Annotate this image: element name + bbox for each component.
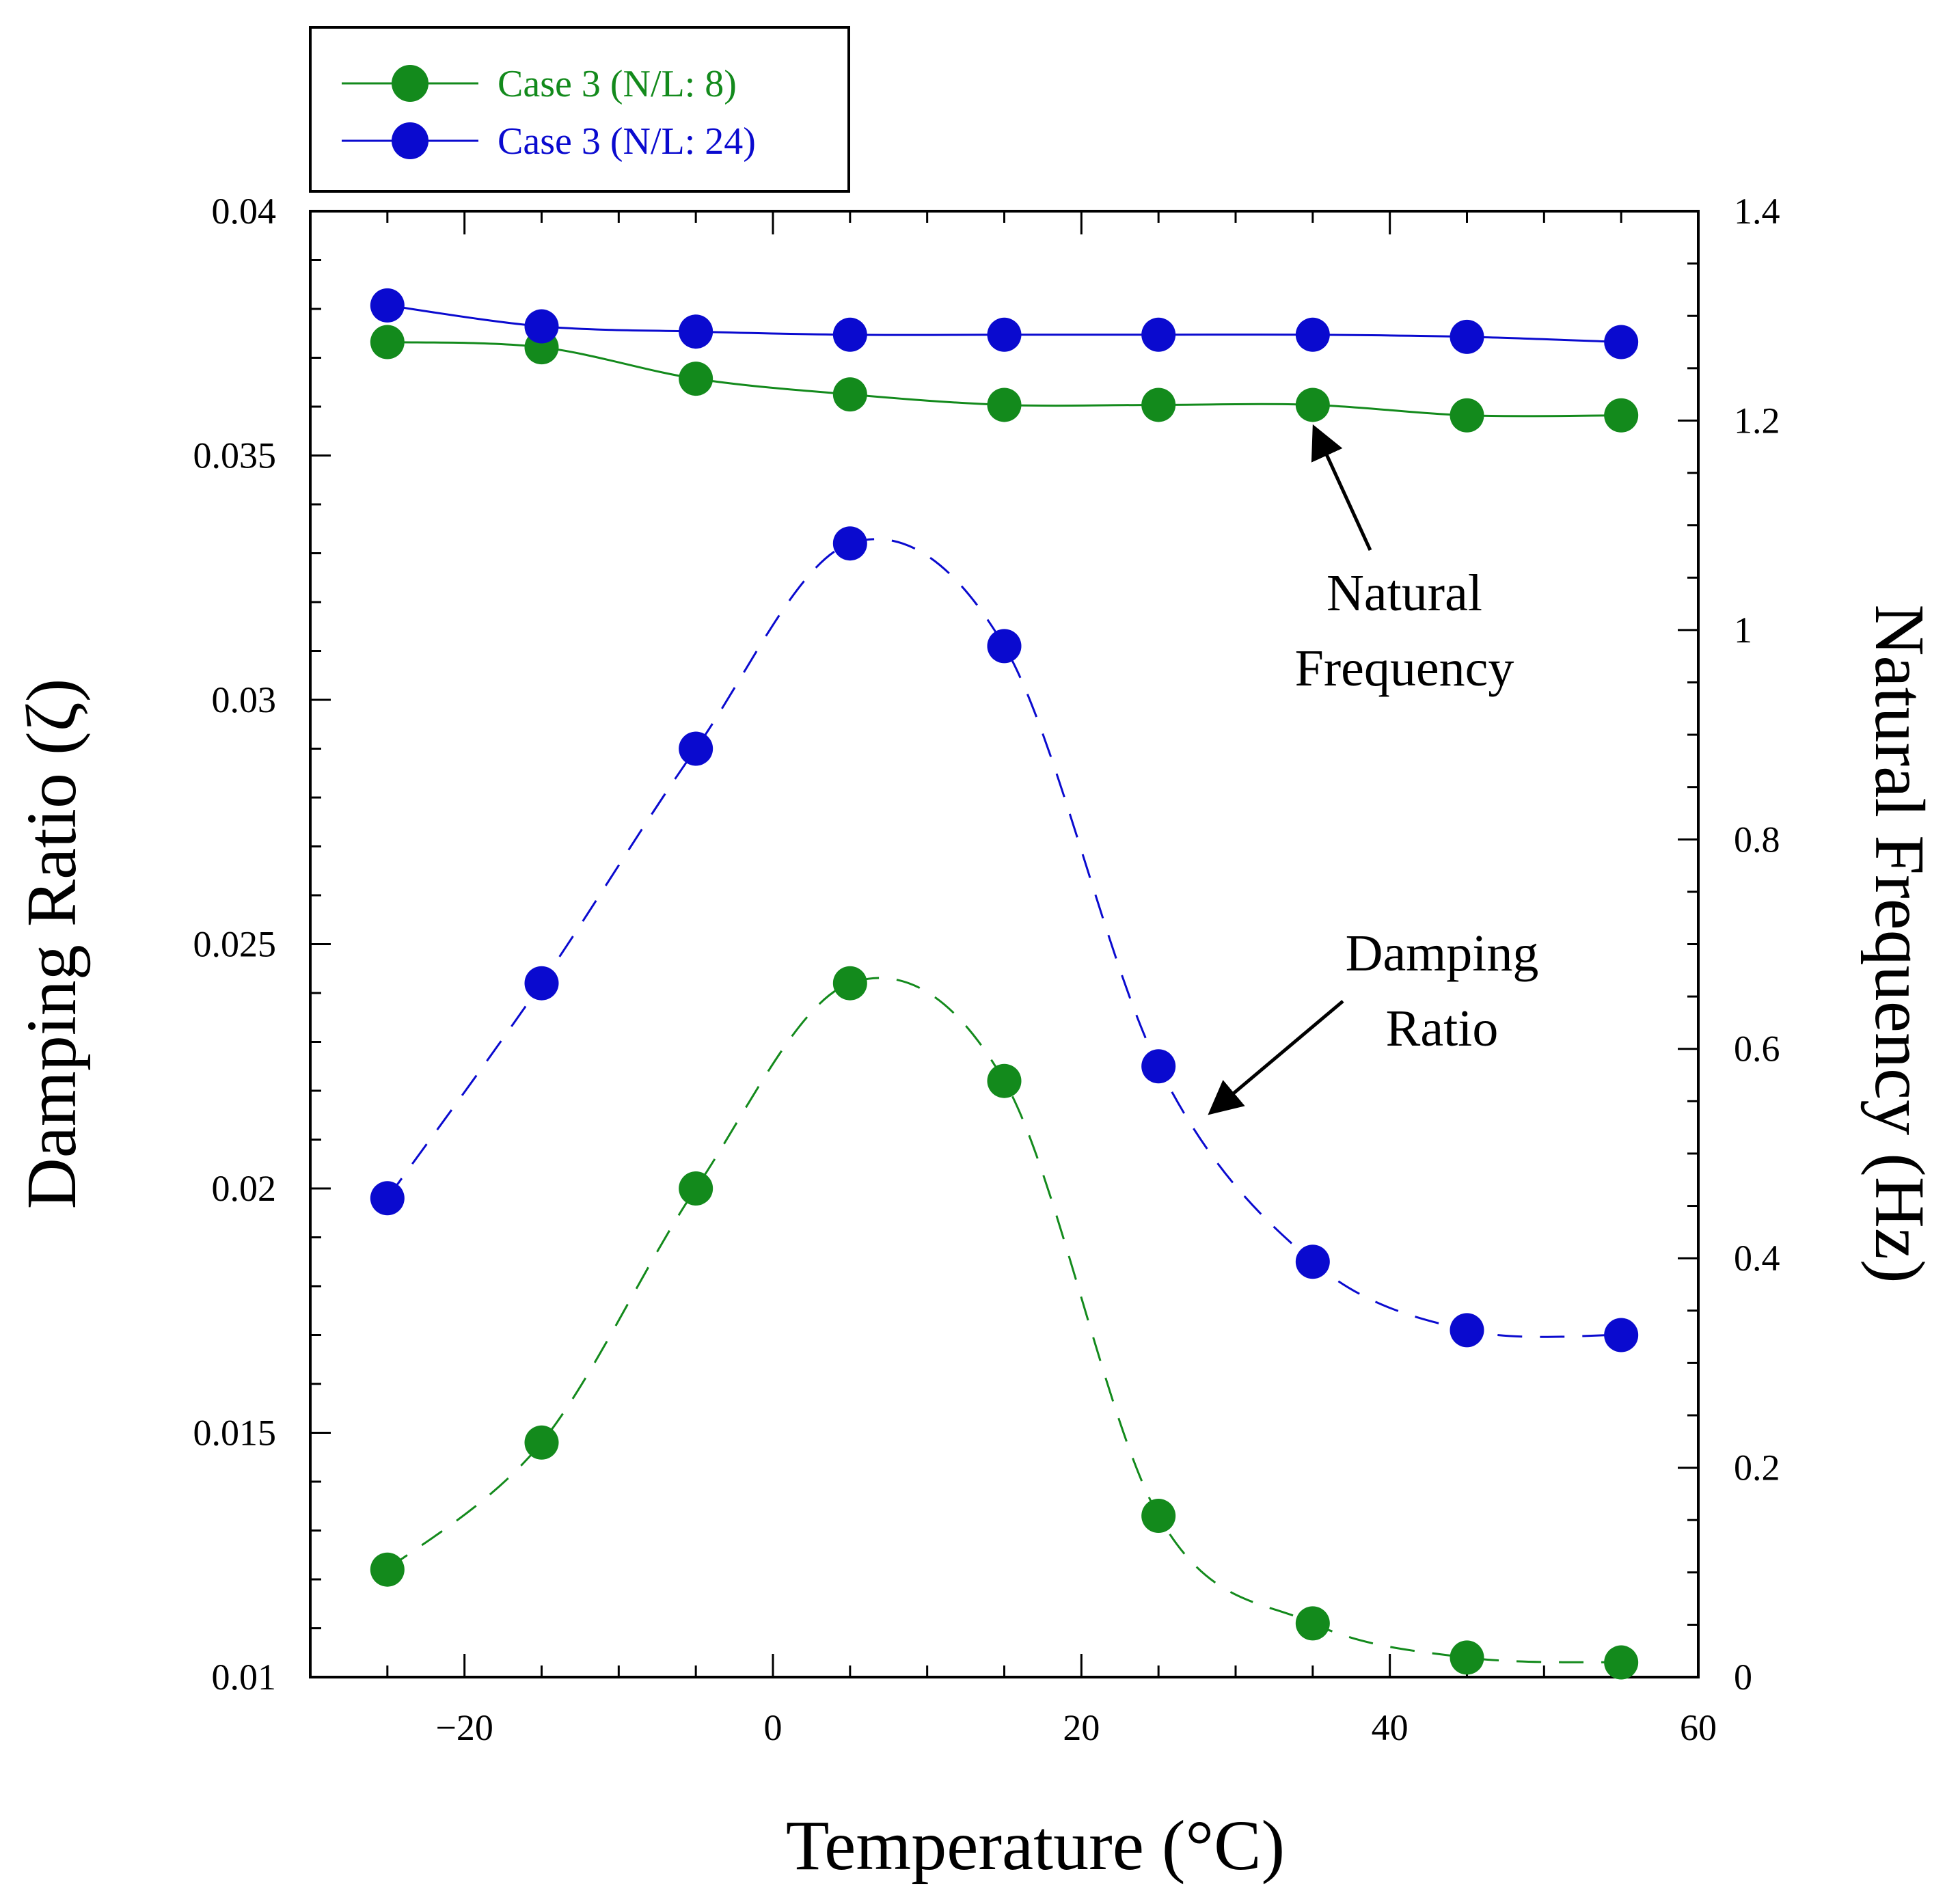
legend-marker [392,122,429,159]
x-tick-label: −20 [435,1707,493,1748]
y-tick-label: 0.02 [212,1168,277,1209]
data-point [1141,1499,1176,1534]
y-tick-label: 0.035 [193,435,277,476]
y2-tick-label: 1.4 [1734,191,1780,232]
data-point [679,314,713,349]
legend-marker [392,65,429,102]
legend-entry: Case 3 (N/L: 24) [342,120,756,163]
data-point [370,1181,405,1216]
data-point [524,309,559,344]
y-axis-left: 0.01 0.015 0.02 0.025 0.03 0.035 0.04 [193,191,331,1698]
data-point [832,377,867,412]
y2-tick-label: 0.8 [1734,819,1780,860]
legend-entry: Case 3 (N/L: 8) [342,63,737,105]
data-point [1141,1049,1176,1084]
y2-tick-label: 0.4 [1734,1238,1780,1279]
x-tick-label: 20 [1063,1707,1100,1748]
data-point [1295,1245,1330,1279]
x-tick-label: 60 [1680,1707,1717,1748]
y2-tick-label: 0 [1734,1657,1752,1698]
legend: Case 3 (N/L: 8) Case 3 (N/L: 24) [309,26,850,193]
data-point [1141,317,1176,352]
data-point [832,966,867,1001]
data-point [987,317,1022,352]
series-line [386,977,1622,1664]
y-tick-label: 0.03 [212,679,277,720]
y2-axis-title: Natural Frequency (Hz) [1860,604,1939,1283]
data-point [987,387,1022,422]
legend-label: Case 3 (N/L: 24) [498,120,756,163]
data-point [1604,325,1639,359]
data-point [832,526,867,561]
data-point [1450,398,1484,433]
data-point [1604,1318,1639,1352]
y2-tick-label: 1 [1734,610,1752,651]
series-damping-3 [370,526,1639,1352]
annotation-text: Natural [1327,565,1482,622]
legend-label: Case 3 (N/L: 8) [498,63,737,105]
data-point [370,1552,405,1587]
data-point [1295,387,1330,422]
data-point [1450,319,1484,354]
data-point [370,288,405,323]
x-axis: −20 0 20 40 60 [309,211,1717,1748]
x-axis-title: Temperature (°C) [786,1806,1285,1885]
y-tick-label: 0.015 [193,1413,277,1454]
data-point [524,966,559,1001]
y-tick-label: 0.025 [193,924,277,965]
annotation-arrow [1311,424,1372,552]
data-point [370,325,405,359]
annotation-text: Ratio [1386,1000,1499,1057]
x-tick-label: 0 [764,1707,783,1748]
data-point [987,1063,1022,1098]
data-point [524,1425,559,1460]
annotation-arrow [1208,1000,1344,1115]
series-frequency-1 [370,288,1639,359]
annotation-damping-ratio: Damping Ratio [1208,925,1539,1115]
annotation-text: Frequency [1295,640,1514,697]
data-point [679,731,713,766]
y2-tick-label: 1.2 [1734,400,1780,441]
data-point [1141,387,1176,422]
data-point [1295,317,1330,352]
y-axis-title: Damping Ratio (ζ) [12,679,91,1210]
data-point [1604,398,1639,433]
data-point [832,317,867,352]
y2-tick-label: 0.2 [1734,1447,1780,1488]
y-axis-right: 0 0.2 0.4 0.6 0.8 1 1.2 1.4 [1678,191,1780,1698]
data-point [1450,1640,1484,1675]
annotation-natural-frequency: Natural Frequency [1295,424,1514,697]
series-layer [370,288,1639,1680]
data-point [679,1171,713,1206]
y-tick-label: 0.01 [212,1657,277,1698]
x-tick-label: 40 [1372,1707,1409,1748]
y2-tick-label: 0.6 [1734,1029,1780,1070]
data-point [1604,1645,1639,1680]
series-line [386,538,1622,1338]
data-point [987,629,1022,664]
series-damping-2 [370,966,1639,1680]
data-point [1450,1313,1484,1348]
data-point [1295,1606,1330,1641]
legend-box [309,26,850,193]
y-tick-label: 0.04 [212,191,277,232]
annotation-text: Damping [1346,925,1539,982]
data-point [679,362,713,396]
